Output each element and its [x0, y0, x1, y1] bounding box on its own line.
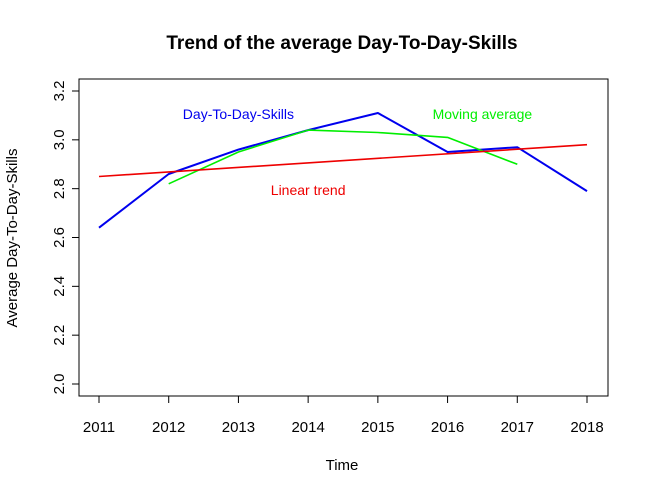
x-tick-label: 2012	[152, 419, 185, 436]
annotation-layer: Day-To-Day-Skills Moving average Linear tr…	[183, 106, 533, 198]
annotation-label: Linear trend	[271, 182, 346, 198]
x-axis: 2011 2012 2013 2014 2015 2016 2017 2018	[83, 395, 604, 436]
x-tick-label: 2015	[361, 419, 394, 436]
x-tick-label: 2014	[291, 419, 324, 436]
plot-frame	[78, 78, 609, 397]
y-tick-label: 2.0	[51, 374, 68, 395]
x-tick-label: 2013	[222, 419, 255, 436]
y-tick-label: 3.2	[51, 81, 68, 102]
y-tick-label: 2.4	[51, 276, 68, 297]
y-tick-label: 2.2	[51, 325, 68, 346]
y-tick-label: 2.6	[51, 227, 68, 248]
x-tick-label: 2017	[501, 419, 534, 436]
annotation-label: Day-To-Day-Skills	[183, 106, 294, 122]
chart-title: Trend of the average Day-To-Day-Skills	[166, 33, 517, 54]
x-tick-label: 2011	[83, 419, 115, 436]
y-tick-label: 2.8	[51, 178, 68, 199]
y-axis-title: Average Day-To-Day-Skills	[4, 149, 21, 328]
y-axis: 2.0 2.2 2.4 2.6 2.8 3.0 3.2	[51, 81, 80, 395]
series-line-linear-trend	[98, 143, 588, 178]
annotation-label: Moving average	[433, 106, 533, 122]
x-tick-label: 2018	[570, 419, 603, 436]
x-tick-label: 2016	[431, 419, 464, 436]
y-tick-label: 3.0	[51, 129, 68, 150]
series-line-moving-average	[168, 129, 518, 185]
series-layer	[98, 112, 588, 229]
x-axis-title: Time	[326, 457, 359, 474]
series-line-day-to-day-skills	[98, 112, 588, 229]
